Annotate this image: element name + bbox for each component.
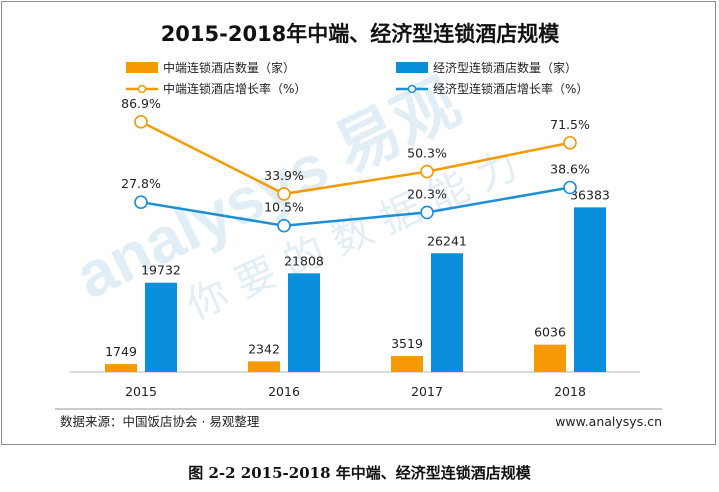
bar-mid-2018: [534, 344, 566, 372]
line-mid-rate: [140, 120, 571, 196]
bar-mid-2017: [391, 356, 423, 372]
point-mid-rate-2018: [563, 135, 577, 150]
line-econ-rate: [140, 186, 571, 227]
bar-label-econ-2018: 36383: [570, 187, 610, 202]
bar-label-econ-2016: 21808: [284, 253, 324, 268]
point-label-econ-rate-2017: 20.3%: [407, 186, 447, 201]
legend-label-mid-rate: 中端连锁酒店增长率（%）: [163, 81, 306, 96]
chart-title: 2015-2018年中端、经济型连锁酒店规模: [161, 22, 561, 46]
point-econ-rate-2016: [277, 218, 291, 233]
bar-mid-2015: [105, 364, 137, 372]
bar-econ-2017: [431, 253, 463, 372]
footer-source: 数据来源：中国饭店协会 · 易观整理: [60, 414, 260, 429]
legend-label-econ-count: 经济型连锁酒店数量（家）: [433, 60, 577, 75]
bar-label-mid-2018: 6036: [534, 325, 566, 340]
bar-mid-2016: [248, 361, 280, 372]
x-tick-label-2017: 2017: [411, 384, 443, 399]
x-tick-label-2018: 2018: [554, 384, 586, 399]
x-tick-label-2016: 2016: [268, 384, 300, 399]
point-mid-rate-2017: [420, 164, 434, 179]
footer-website: www.analysys.cn: [555, 414, 662, 429]
x-tick-label-2015: 2015: [125, 384, 157, 399]
bar-label-mid-2015: 1749: [105, 344, 137, 359]
bar-label-econ-2017: 26241: [427, 233, 467, 248]
legend-swatch-mid-count: [126, 62, 158, 73]
bar-econ-2016: [288, 273, 320, 372]
legend: 中端连锁酒店数量（家） 经济型连锁酒店数量（家） 中端连锁酒店增长率（%） 经济…: [126, 60, 588, 96]
point-label-mid-rate-2018: 71.5%: [550, 117, 590, 132]
point-mid-rate-2015: [134, 115, 148, 129]
point-label-mid-rate-2017: 50.3%: [407, 146, 447, 161]
legend-label-econ-rate: 经济型连锁酒店增长率（%）: [433, 81, 588, 96]
bar-label-mid-2017: 3519: [391, 336, 423, 351]
bar-econ-2018: [574, 207, 606, 372]
bar-label-mid-2016: 2342: [248, 341, 280, 356]
bar-label-econ-2015: 19732: [141, 263, 181, 278]
legend-swatch-econ-count: [396, 62, 428, 73]
point-econ-rate-2017: [420, 205, 434, 220]
legend-marker-econ-rate: [407, 84, 417, 94]
point-label-econ-rate-2018: 38.6%: [550, 162, 590, 177]
legend-label-mid-count: 中端连锁酒店数量（家）: [163, 60, 295, 75]
point-label-econ-rate-2015: 27.8%: [121, 176, 161, 191]
legend-marker-mid-rate: [137, 84, 147, 94]
point-mid-rate-2016: [277, 187, 291, 201]
figure-caption: 图 2-2 2015-2018 年中端、经济型连锁酒店规模: [188, 464, 531, 482]
point-label-econ-rate-2016: 10.5%: [264, 200, 304, 215]
point-econ-rate-2018: [563, 180, 577, 195]
bar-econ-2015: [145, 282, 177, 372]
point-label-mid-rate-2016: 33.9%: [264, 168, 304, 183]
point-econ-rate-2015: [134, 195, 148, 209]
point-label-mid-rate-2015: 86.9%: [121, 96, 161, 111]
